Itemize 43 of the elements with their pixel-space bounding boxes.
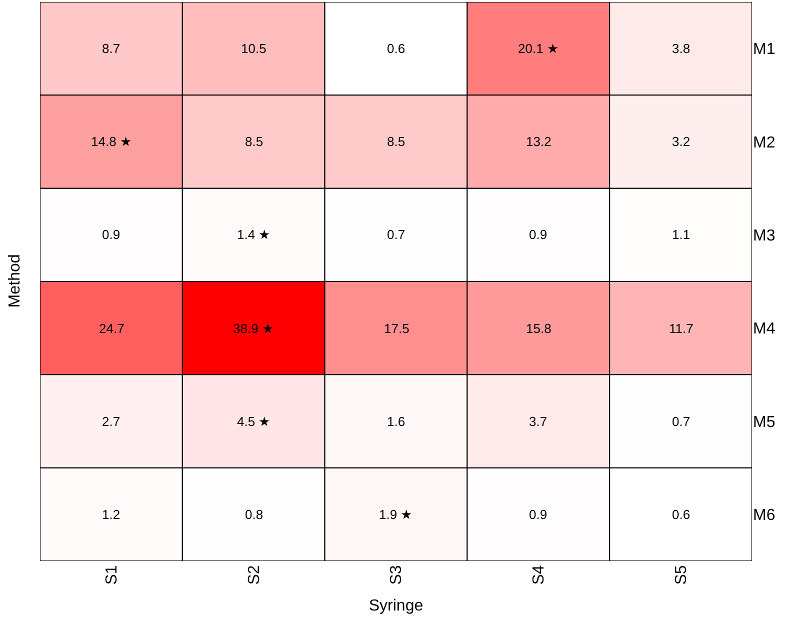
data-label: 0.8 [245, 507, 264, 522]
x-tick-label: S3 [388, 565, 406, 585]
x-tick-label: S5 [673, 565, 690, 585]
y-tick-label: M1 [753, 41, 776, 58]
data-label: 1.4 ★ [237, 227, 271, 242]
y-tick-label: M5 [753, 414, 776, 431]
data-label: 8.5 [387, 134, 406, 149]
data-label: 15.8 [526, 321, 552, 336]
x-tick-label: S2 [246, 565, 263, 585]
data-label: 1.1 [672, 227, 690, 242]
y-axis-title: Method [6, 254, 24, 308]
data-label: 10.5 [241, 41, 266, 56]
y-tick-label: M2 [753, 134, 776, 152]
data-label: 20.1 ★ [518, 41, 559, 56]
data-label: 14.8 ★ [91, 134, 132, 149]
data-label: 0.6 [387, 41, 406, 56]
data-label: 11.7 [669, 321, 694, 336]
data-label: 17.5 [384, 321, 410, 336]
data-label: 3.2 [672, 134, 690, 149]
data-label: 0.7 [672, 414, 690, 429]
data-label: 1.6 [387, 414, 406, 429]
data-label: 2.7 [102, 414, 120, 429]
data-label: 8.5 [245, 134, 264, 149]
data-label: 38.9 ★ [233, 321, 274, 336]
y-tick-label: M6 [753, 507, 776, 524]
x-axis-title: Syringe [368, 597, 424, 614]
data-label: 0.9 [529, 227, 548, 242]
x-tick-label: S1 [103, 565, 120, 585]
data-label: 4.5 ★ [237, 414, 271, 429]
data-label: 3.8 [672, 41, 690, 56]
data-label: 13.2 [526, 134, 552, 149]
y-tick-label: M3 [753, 228, 776, 245]
x-tick-label: S4 [530, 565, 548, 585]
data-label: 8.7 [102, 41, 120, 56]
data-label: 24.7 [99, 321, 124, 336]
data-label: 1.2 [102, 507, 120, 522]
data-label: 3.7 [529, 414, 548, 429]
y-tick-label: M4 [753, 320, 776, 338]
data-label: 0.7 [387, 227, 406, 242]
data-label: 1.9 ★ [379, 507, 413, 522]
data-label: 0.9 [529, 507, 548, 522]
data-label: 0.9 [102, 227, 120, 242]
data-label: 0.6 [672, 507, 690, 522]
